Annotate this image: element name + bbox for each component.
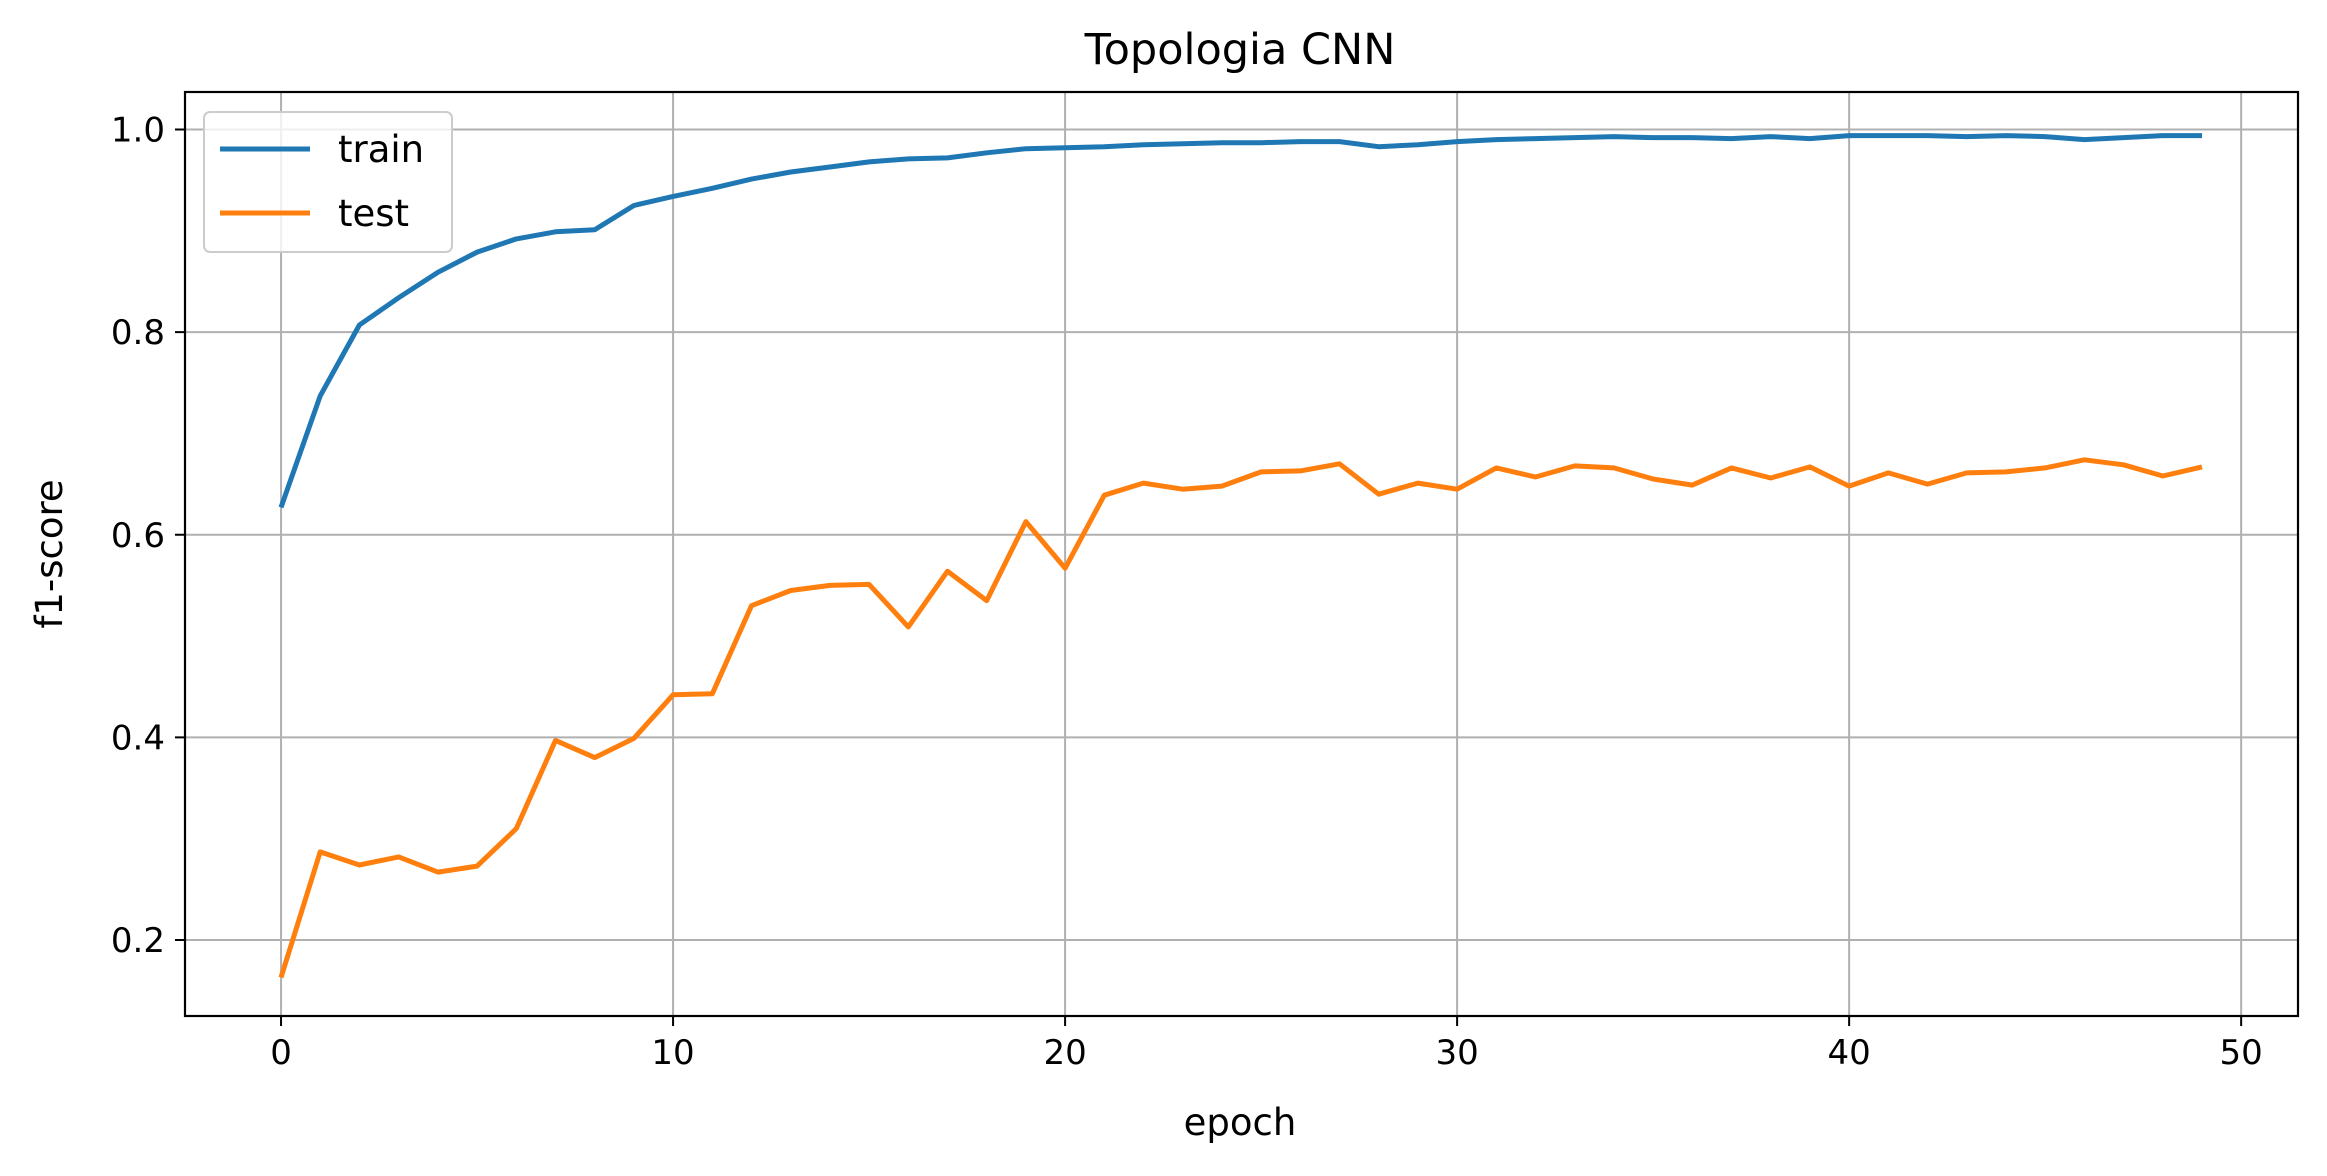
y-axis-label: f1-score (28, 479, 71, 628)
x-tick-label: 40 (1828, 1033, 1871, 1073)
x-tick-label: 20 (1043, 1033, 1086, 1073)
x-tick-label: 30 (1435, 1033, 1478, 1073)
y-tick-label: 0.8 (111, 313, 165, 353)
y-tick-label: 0.4 (111, 718, 165, 758)
y-tick-label: 0.2 (111, 921, 165, 961)
grid (185, 92, 2298, 1016)
legend-label-train: train (338, 128, 424, 171)
x-axis-label: epoch (1184, 1101, 1297, 1144)
legend: train test (203, 111, 453, 253)
plot-frame (183, 90, 2300, 1018)
axis-ticks: 0 10 20 30 40 50 0.2 0.4 0.6 0.8 1.0 (111, 110, 2263, 1073)
x-tick-label: 0 (270, 1033, 292, 1073)
legend-label-test: test (338, 192, 409, 235)
y-tick-label: 0.6 (111, 516, 165, 556)
chart-title: Topologia CNN (1084, 25, 1396, 75)
series-line-test (278, 457, 2203, 979)
x-tick-label: 10 (651, 1033, 694, 1073)
y-tick-label: 1.0 (111, 110, 165, 150)
x-tick-label: 50 (2220, 1033, 2263, 1073)
series-line-train (278, 133, 2202, 509)
series-lines (278, 133, 2203, 979)
